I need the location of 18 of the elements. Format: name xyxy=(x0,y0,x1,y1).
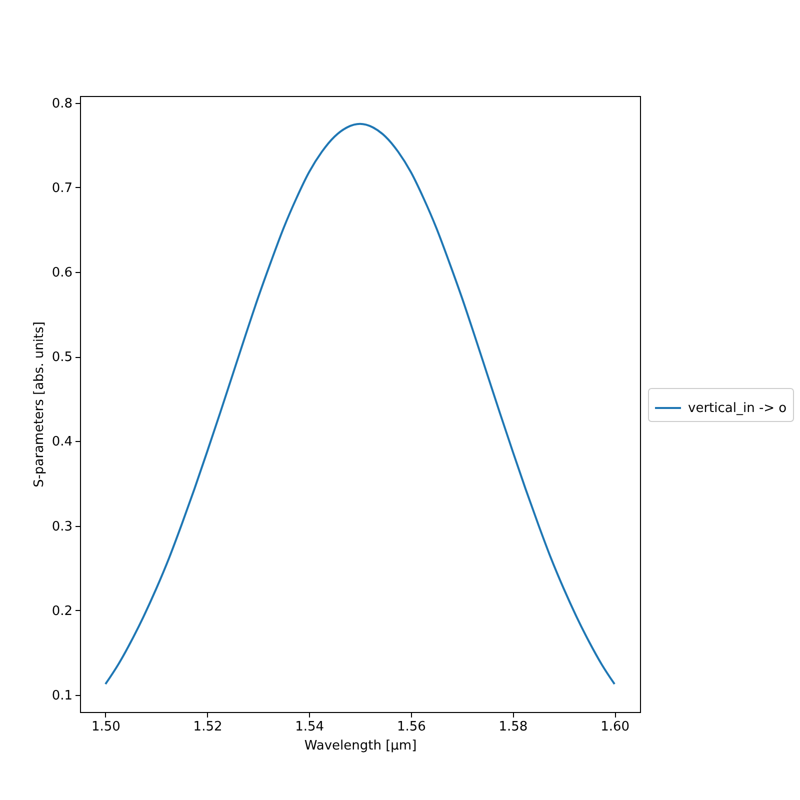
x-tick-label: 1.58 xyxy=(498,720,528,734)
y-tick-label: 0.2 xyxy=(52,604,72,619)
y-tick-label: 0.6 xyxy=(52,266,72,280)
line-series xyxy=(104,122,616,686)
y-axis-title: S-parameters [abs. units] xyxy=(32,322,47,488)
x-tick-label: 1.60 xyxy=(600,720,630,734)
y-tick-label: 0.3 xyxy=(52,519,72,534)
y-tick-label: 0.1 xyxy=(52,688,72,704)
x-tick-label: 1.50 xyxy=(91,720,120,734)
x-tick-label: 1.56 xyxy=(396,720,426,734)
x-tick-label: 1.54 xyxy=(295,720,324,734)
y-tick-label: 0.5 xyxy=(52,350,72,366)
y-tick-label: 0.4 xyxy=(52,434,72,450)
x-tick-label: 1.52 xyxy=(193,720,222,734)
x-axis-title: Wavelength [μm] xyxy=(304,738,417,754)
y-tick-label: 0.8 xyxy=(52,96,72,112)
y-tick-label: 0.7 xyxy=(52,180,72,196)
legend-label: vertical_in -> o xyxy=(688,401,787,416)
